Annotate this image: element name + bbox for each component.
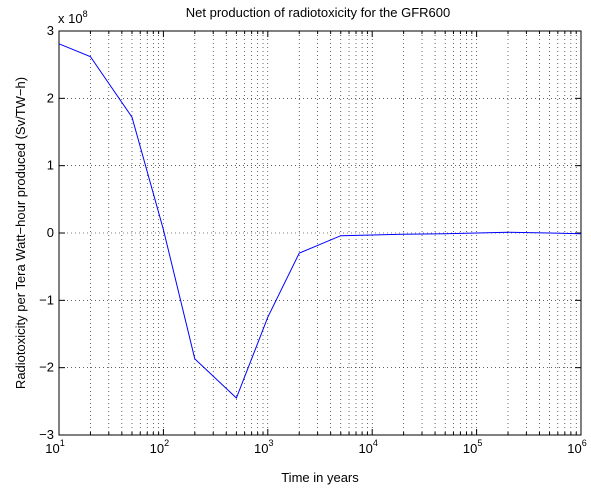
y-tick-label: 2 bbox=[47, 90, 54, 105]
y-tick-label: 1 bbox=[47, 158, 54, 173]
y-multiplier-base: x 10 bbox=[58, 11, 83, 26]
x-tick-label: 103 bbox=[254, 438, 273, 456]
x-axis-label: Time in years bbox=[281, 470, 359, 485]
x-tick-label: 104 bbox=[358, 438, 377, 456]
y-axis-label: Radiotoxicity per Tera Watt−hour produce… bbox=[13, 77, 28, 389]
x-tick-label: 105 bbox=[463, 438, 482, 456]
x-tick-label: 106 bbox=[567, 438, 586, 456]
x-tick-label: 102 bbox=[150, 438, 169, 456]
y-multiplier-exponent: 8 bbox=[83, 9, 88, 19]
grid-lines bbox=[59, 31, 581, 435]
x-tick-label: 101 bbox=[45, 438, 64, 456]
y-tick-label: −2 bbox=[39, 360, 54, 375]
y-axis: −3 −2 −1 0 1 2 3 bbox=[39, 23, 581, 442]
y-tick-label: −3 bbox=[39, 427, 54, 442]
y-multiplier-label: x 108 bbox=[58, 9, 88, 26]
series-line bbox=[58, 43, 582, 399]
y-tick-label: 0 bbox=[47, 225, 54, 240]
x-axis: 101 102 103 104 105 106 bbox=[45, 31, 587, 456]
y-tick-label: 3 bbox=[47, 23, 54, 38]
chart-title: Net production of radiotoxicity for the … bbox=[186, 5, 450, 20]
y-tick-label: −1 bbox=[39, 292, 54, 307]
